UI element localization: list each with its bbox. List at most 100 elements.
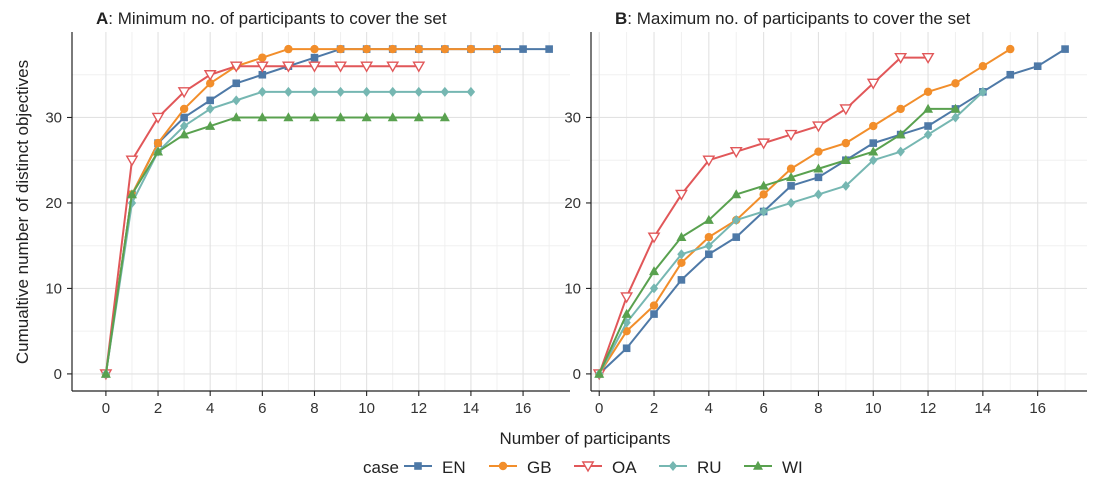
data-point-gb xyxy=(896,104,905,114)
data-point-wi xyxy=(895,129,906,139)
data-point-en xyxy=(705,250,713,259)
data-point-wi xyxy=(283,112,294,122)
panel-letter: B xyxy=(615,9,627,28)
data-point-en xyxy=(1006,70,1015,79)
y-tick-label: 10 xyxy=(564,280,581,297)
data-point-gb xyxy=(622,326,631,336)
data-point-en xyxy=(232,79,241,88)
data-point-wi xyxy=(100,368,111,378)
data-point-gb xyxy=(179,104,189,114)
x-axis-label: Number of participants xyxy=(499,429,670,448)
data-point-en xyxy=(258,70,267,79)
y-tick-label: 20 xyxy=(564,195,581,212)
data-point-wi xyxy=(126,189,137,199)
data-point-ru xyxy=(759,206,768,217)
data-point-ru xyxy=(258,86,267,97)
data-point-wi xyxy=(649,266,660,276)
data-point-oa xyxy=(647,232,661,244)
data-point-gb xyxy=(388,44,397,54)
data-point-oa xyxy=(386,61,400,73)
series-line-gb xyxy=(598,48,1011,375)
data-point-oa xyxy=(412,61,426,73)
data-point-oa xyxy=(334,61,347,73)
series-gb xyxy=(101,44,502,379)
legend-swatch-marker xyxy=(581,461,595,473)
legend-label: EN xyxy=(442,458,466,477)
data-point-en xyxy=(545,45,553,53)
data-point-en xyxy=(1033,62,1042,70)
data-point-wi xyxy=(813,163,824,173)
data-point-oa xyxy=(308,61,321,73)
data-point-oa xyxy=(675,189,688,201)
major-grid xyxy=(72,32,570,391)
legend-item-oa: OA xyxy=(574,458,637,477)
data-point-wi xyxy=(309,112,320,122)
data-point-en xyxy=(677,276,686,284)
minor-grid xyxy=(72,32,570,391)
data-point-gb xyxy=(414,44,423,54)
data-point-ru xyxy=(704,240,714,251)
data-point-ru xyxy=(284,86,293,97)
data-point-oa xyxy=(281,61,295,73)
data-point-gb xyxy=(1006,44,1015,54)
x-tick-label: 10 xyxy=(358,400,375,417)
data-point-ru xyxy=(814,189,823,200)
data-point-ru xyxy=(440,86,450,97)
data-point-ru xyxy=(336,86,345,97)
x-tick-label: 4 xyxy=(705,400,713,417)
y-tick-label: 30 xyxy=(564,109,581,126)
legend-label: RU xyxy=(697,458,722,477)
panel-b: 0 2 4 6 8 10 12 14 16 0 10 20 30 B: Maximum no. of pa… xyxy=(564,9,1087,417)
data-point-en xyxy=(650,310,658,318)
data-point-ru xyxy=(179,121,189,132)
data-point-ru xyxy=(649,283,659,294)
x-tick-label: 16 xyxy=(515,400,532,417)
series-wi xyxy=(594,103,961,378)
data-point-wi xyxy=(950,103,961,113)
data-point-gb xyxy=(466,44,476,54)
x-tick-label: 16 xyxy=(1029,400,1046,417)
legend-title: case xyxy=(363,458,399,477)
data-point-gb xyxy=(284,44,293,54)
series-line-wi xyxy=(598,107,956,375)
data-point-en xyxy=(732,233,741,241)
data-point-wi xyxy=(257,112,268,122)
data-point-wi xyxy=(361,112,372,122)
data-point-ru xyxy=(732,215,741,226)
x-tick-label: 12 xyxy=(920,400,937,417)
data-point-oa xyxy=(151,112,165,124)
data-point-gb xyxy=(336,44,345,54)
data-point-oa xyxy=(702,155,716,167)
data-point-ru xyxy=(869,155,878,166)
data-point-gb xyxy=(814,147,823,156)
legend-item-en: EN xyxy=(404,458,466,477)
data-point-oa xyxy=(177,87,191,99)
panel-letter: A xyxy=(96,9,108,28)
data-point-ru xyxy=(978,86,988,97)
data-point-wi xyxy=(731,189,742,199)
data-point-wi xyxy=(231,112,242,122)
legend-label: WI xyxy=(782,458,803,477)
data-point-en xyxy=(869,139,878,147)
series-line-wi xyxy=(104,116,445,375)
data-point-en xyxy=(814,173,823,182)
legend: case EN GB OA RU WI xyxy=(363,458,803,477)
data-point-wi xyxy=(923,103,934,113)
x-tick-label: 2 xyxy=(154,400,162,417)
series-en xyxy=(595,45,1069,378)
data-point-en xyxy=(1061,45,1069,53)
data-point-oa xyxy=(255,61,269,73)
data-point-oa xyxy=(894,52,908,65)
data-point-oa xyxy=(360,61,374,73)
major-grid xyxy=(591,32,1087,391)
series-oa xyxy=(99,61,426,381)
y-axis-label: Cumualtive number of distinct objectives xyxy=(13,60,32,364)
data-point-wi xyxy=(703,214,714,224)
data-point-gb xyxy=(205,79,215,88)
x-tick-label: 14 xyxy=(975,400,992,417)
data-point-ru xyxy=(388,86,397,97)
x-tick-label: 10 xyxy=(865,400,882,417)
legend-item-gb: GB xyxy=(489,458,552,477)
y-tick-label: 0 xyxy=(54,366,62,383)
